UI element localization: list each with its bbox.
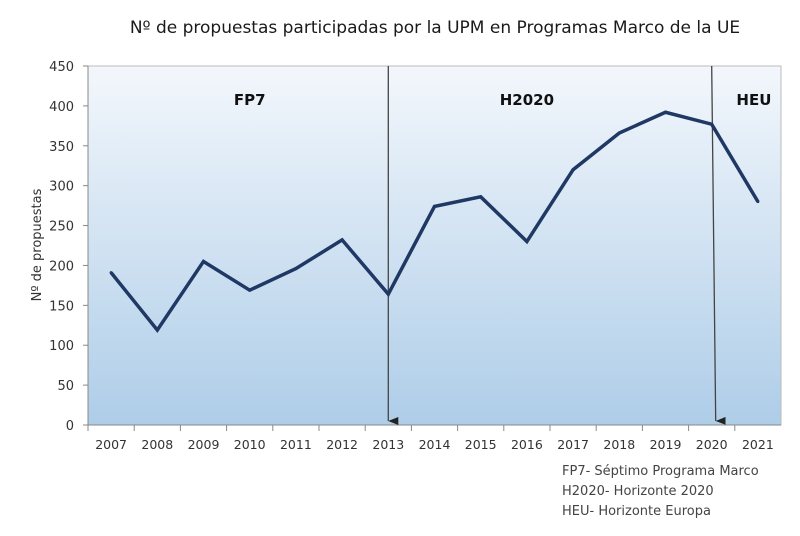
data-point-2019 [664, 110, 667, 114]
y-tick-label: 200 [49, 259, 74, 274]
x-tick-label: 2012 [326, 437, 358, 452]
y-tick-label: 400 [49, 100, 74, 115]
x-tick-label: 2020 [696, 437, 728, 452]
y-tick-label: 150 [49, 299, 74, 314]
data-point-2014 [433, 204, 436, 208]
plot-area [87, 65, 782, 426]
y-tick-label: 450 [49, 60, 74, 75]
data-point-2011 [294, 267, 298, 271]
data-point-2013 [386, 292, 390, 296]
data-point-2008 [155, 328, 159, 332]
x-tick-label: 2021 [742, 437, 774, 452]
data-point-2016 [525, 240, 529, 244]
x-tick-label: 2009 [188, 437, 220, 452]
y-tick-label: 0 [66, 419, 74, 434]
period-label-h2020: H2020 [500, 91, 554, 109]
data-point-2020 [710, 122, 714, 126]
x-tick-label: 2010 [234, 437, 266, 452]
data-point-2018 [617, 131, 621, 135]
data-point-2009 [202, 259, 205, 263]
y-tick-label: 300 [49, 180, 74, 195]
data-point-2021 [756, 200, 760, 204]
note-fp7: FP7- Séptimo Programa Marco [562, 464, 759, 479]
y-tick-label: 250 [49, 220, 74, 235]
note-h2020: H2020- Horizonte 2020 [562, 484, 714, 499]
x-tick-label: 2015 [465, 437, 497, 452]
y-tick-label: 50 [57, 379, 74, 394]
y-tick-label: 350 [49, 140, 74, 155]
data-point-2012 [340, 238, 344, 242]
data-point-2007 [109, 271, 113, 275]
x-tick-label: 2018 [603, 437, 635, 452]
x-tick-label: 2017 [557, 437, 589, 452]
period-label-heu: HEU [736, 91, 771, 109]
chart-title: Nº de propuestas participadas por la UPM… [129, 18, 741, 38]
x-tick-label: 2014 [419, 437, 451, 452]
data-point-2017 [571, 168, 575, 172]
data-point-2010 [248, 288, 252, 292]
x-tick-label: 2007 [95, 437, 127, 452]
x-tick-label: 2008 [141, 437, 173, 452]
legend-notes: FP7- Séptimo Programa Marco H2020- Horiz… [562, 462, 759, 522]
x-tick-label: 2011 [280, 437, 312, 452]
data-point-2015 [479, 195, 483, 199]
note-heu: HEU- Horizonte Europa [562, 504, 711, 519]
x-tick-label: 2019 [650, 437, 682, 452]
y-axis-label: Nº de propuestas [30, 188, 45, 301]
x-tick-label: 2013 [372, 437, 404, 452]
y-tick-label: 100 [49, 339, 74, 354]
x-tick-label: 2016 [511, 437, 543, 452]
period-label-fp7: FP7 [234, 91, 266, 109]
